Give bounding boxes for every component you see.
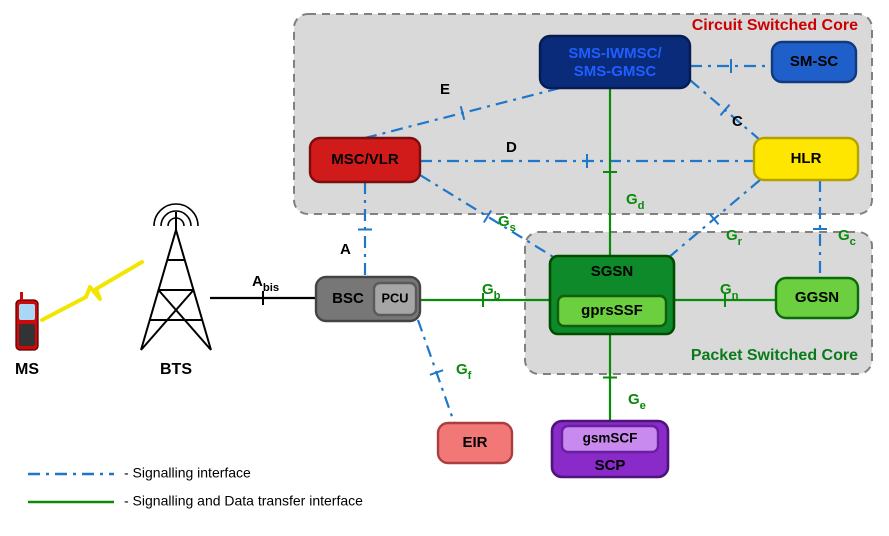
edge-label: A (340, 241, 351, 258)
node-mscvlr-label: MSC/VLR (331, 151, 399, 168)
ms-label: MS (15, 361, 39, 378)
node-ggsn-label: GGSN (795, 289, 839, 306)
cs-region-title: Circuit Switched Core (692, 17, 858, 34)
node-sms-iwmsc-label: SMS-IWMSC/ (568, 45, 662, 62)
edge-label: D (506, 139, 517, 156)
node-eir-label: EIR (462, 434, 487, 451)
legend-signal-text: - Signalling interface (124, 465, 251, 481)
node-pcu-label: PCU (382, 290, 409, 305)
ms-antenna (20, 292, 23, 300)
node-sgsn-label: SGSN (591, 263, 634, 280)
ms-screen (19, 304, 35, 320)
node-gsmscf-label: gsmSCF (583, 431, 638, 446)
edge-label: E (440, 81, 450, 98)
edge-label: C (732, 113, 743, 130)
bts-label: BTS (160, 361, 192, 378)
legend-data-text: - Signalling and Data transfer interface (124, 493, 363, 509)
node-hlr-label: HLR (791, 150, 822, 167)
node-bsc-label: BSC (332, 290, 364, 307)
node-sm-sc-label: SM-SC (790, 53, 839, 70)
ms-keypad (19, 324, 35, 346)
node-sms-iwmsc-label: SMS-GMSC (574, 63, 657, 80)
node-scp-label: SCP (595, 457, 626, 474)
ps-region-title: Packet Switched Core (691, 347, 858, 364)
node-gprsssf-label: gprsSSF (581, 302, 643, 319)
